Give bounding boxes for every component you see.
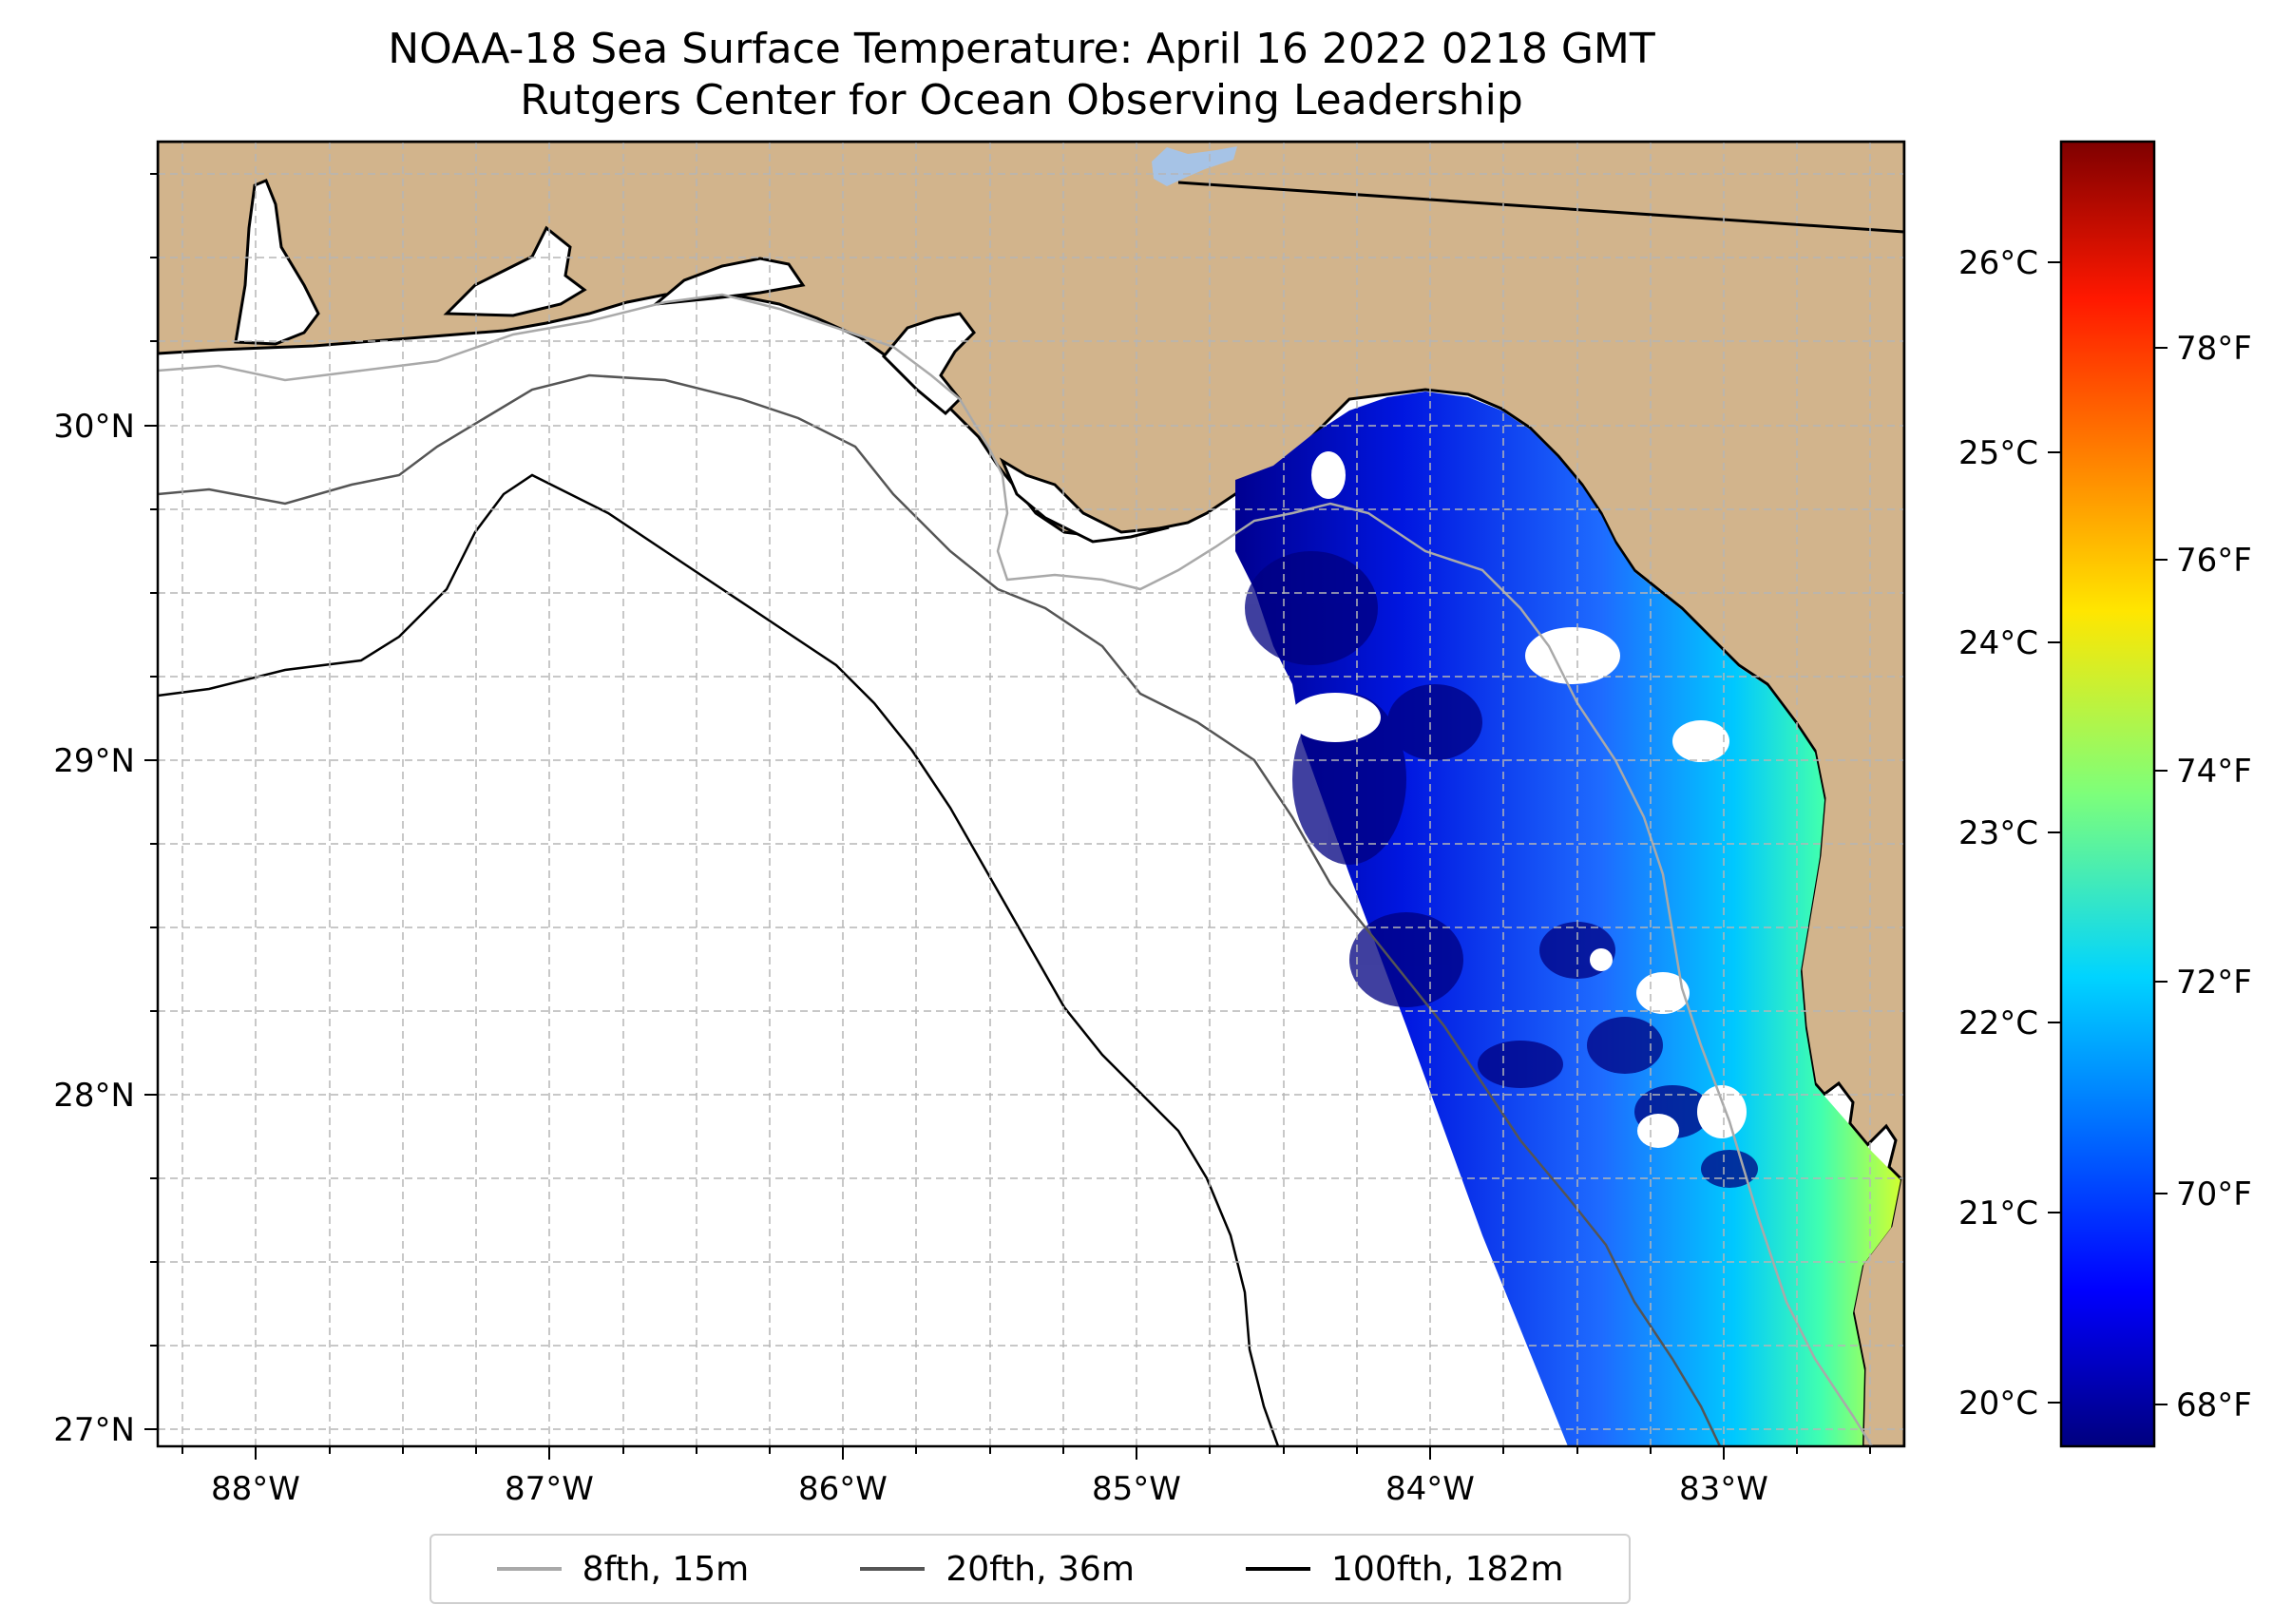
colorbar-fahrenheit-label: 72°F [2176,964,2252,1002]
legend-line-swatch [496,1567,562,1571]
colorbar-fahrenheit-label: 68°F [2176,1386,2252,1424]
colorbar-celsius-label: 22°C [1958,1004,2038,1042]
legend-label: 8fth, 15m [582,1549,750,1589]
legend-line-swatch [1246,1567,1311,1571]
map-frame [156,140,1906,1448]
legend-line-swatch [860,1567,926,1571]
legend-item-8fth: 8fth, 15m [496,1549,750,1589]
map-title-line1: NOAA-18 Sea Surface Temperature: April 1… [388,25,1655,73]
legend-item-20fth: 20fth, 36m [860,1550,1135,1589]
st-andrew-bay [881,312,976,416]
state-boundary [1177,181,1904,234]
gridlines [158,142,1904,1446]
land-area [158,142,1904,1446]
colorbar-celsius-label: 24°C [1958,624,2038,662]
cloud-gaps [1289,451,1747,1148]
lat-label: 27°N [53,1411,135,1449]
contour-8fth [158,293,1874,1446]
legend-label: 100fth, 182m [1331,1549,1564,1589]
lon-label: 86°W [798,1470,888,1508]
colorbar-fahrenheit-label: 74°F [2176,753,2252,791]
contour-legend: 8fth, 15m 20fth, 36m 100fth, 182m [430,1534,1631,1604]
colorbar-celsius-label: 20°C [1958,1385,2038,1423]
map-title-line2: Rutgers Center for Ocean Observing Leade… [520,76,1523,124]
lon-label: 88°W [211,1470,300,1508]
colorbar-ticks [2048,261,2168,1405]
colorbar-celsius-label: 21°C [1958,1194,2038,1232]
axis-ticks [144,173,1871,1460]
lon-label: 87°W [505,1470,594,1508]
legend-item-100fth: 100fth, 182m [1246,1550,1563,1589]
lat-label: 29°N [53,742,135,780]
colorbar-fahrenheit-label: 78°F [2176,330,2252,368]
legend-label: 20fth, 36m [945,1549,1135,1589]
lat-label: 28°N [53,1077,135,1115]
colorbar-celsius-label: 25°C [1958,434,2038,472]
lake [1152,146,1237,186]
lon-label: 84°W [1385,1470,1475,1508]
colorbar-fahrenheit-label: 70°F [2176,1175,2252,1213]
contour-20fth [158,373,1722,1446]
colorbar-fahrenheit-label: 76°F [2176,542,2252,580]
contour-100fth [158,473,1280,1446]
colorbar-celsius-label: 23°C [1958,814,2038,852]
lon-label: 85°W [1092,1470,1181,1508]
colorbar [2059,140,2156,1448]
lat-label: 30°N [53,408,135,446]
lon-label: 83°W [1679,1470,1768,1508]
colorbar-celsius-label: 26°C [1958,244,2038,282]
